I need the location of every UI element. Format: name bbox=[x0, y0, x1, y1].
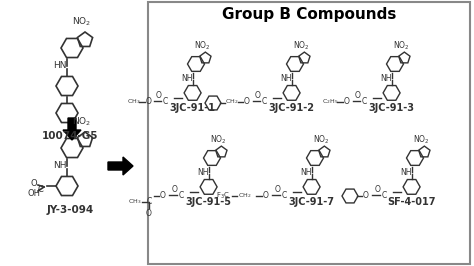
Text: NH: NH bbox=[401, 168, 412, 177]
Text: 3JC-91-1: 3JC-91-1 bbox=[170, 103, 216, 113]
Text: NO$_2$: NO$_2$ bbox=[413, 133, 430, 146]
Text: NO$_2$: NO$_2$ bbox=[313, 133, 330, 146]
Text: O: O bbox=[160, 190, 166, 200]
Text: C: C bbox=[261, 97, 266, 106]
Text: O: O bbox=[31, 180, 37, 189]
Text: O: O bbox=[172, 185, 178, 193]
Text: NO$_2$: NO$_2$ bbox=[293, 39, 310, 52]
Text: JY-3-094: JY-3-094 bbox=[46, 205, 94, 215]
Text: CH$_2$: CH$_2$ bbox=[225, 98, 239, 106]
Text: CH$_2$: CH$_2$ bbox=[238, 192, 252, 201]
Text: NH: NH bbox=[53, 161, 67, 171]
Text: NO$_2$: NO$_2$ bbox=[73, 116, 91, 128]
Bar bbox=[148, 2, 470, 264]
Text: O: O bbox=[244, 97, 250, 106]
Text: O: O bbox=[156, 90, 162, 99]
Text: HN: HN bbox=[53, 61, 67, 70]
Text: NH: NH bbox=[198, 168, 209, 177]
Text: CH$_3$: CH$_3$ bbox=[128, 198, 142, 206]
Text: F$_3$C: F$_3$C bbox=[216, 191, 230, 201]
Text: CH$_3$: CH$_3$ bbox=[127, 98, 141, 106]
Text: C: C bbox=[178, 190, 183, 200]
Text: O: O bbox=[146, 97, 152, 106]
FancyArrow shape bbox=[108, 157, 133, 175]
Text: O: O bbox=[255, 90, 261, 99]
Text: SF-4-017: SF-4-017 bbox=[387, 197, 436, 207]
Text: Group B Compounds: Group B Compounds bbox=[222, 6, 396, 22]
Text: C: C bbox=[146, 197, 152, 206]
Text: NH: NH bbox=[381, 74, 392, 83]
Text: 3JC-91-3: 3JC-91-3 bbox=[369, 103, 415, 113]
Text: 3JC-91-2: 3JC-91-2 bbox=[269, 103, 315, 113]
Text: C: C bbox=[282, 190, 287, 200]
Text: 3JC-91-5: 3JC-91-5 bbox=[186, 197, 232, 207]
Text: O: O bbox=[263, 190, 269, 200]
Text: C: C bbox=[163, 97, 168, 106]
Text: NO$_2$: NO$_2$ bbox=[393, 39, 410, 52]
Text: C: C bbox=[37, 185, 43, 194]
Text: C: C bbox=[382, 190, 387, 200]
Text: C: C bbox=[361, 97, 366, 106]
Text: NO$_2$: NO$_2$ bbox=[194, 39, 211, 52]
Text: O: O bbox=[355, 90, 361, 99]
FancyArrow shape bbox=[63, 118, 81, 140]
Text: 3JC-91-7: 3JC-91-7 bbox=[289, 197, 335, 207]
Text: O: O bbox=[275, 185, 281, 193]
Text: O: O bbox=[363, 190, 369, 200]
Text: 10074-G5: 10074-G5 bbox=[42, 131, 98, 141]
Text: NO$_2$: NO$_2$ bbox=[210, 133, 227, 146]
Text: O: O bbox=[146, 210, 152, 218]
Text: NH: NH bbox=[182, 74, 193, 83]
Text: NO$_2$: NO$_2$ bbox=[73, 16, 91, 28]
Text: O: O bbox=[344, 97, 350, 106]
Text: O: O bbox=[375, 185, 381, 193]
Text: C$_2$H$_5$: C$_2$H$_5$ bbox=[322, 98, 338, 106]
Text: NH: NH bbox=[281, 74, 292, 83]
Text: OH: OH bbox=[27, 189, 40, 198]
Text: NH: NH bbox=[301, 168, 312, 177]
